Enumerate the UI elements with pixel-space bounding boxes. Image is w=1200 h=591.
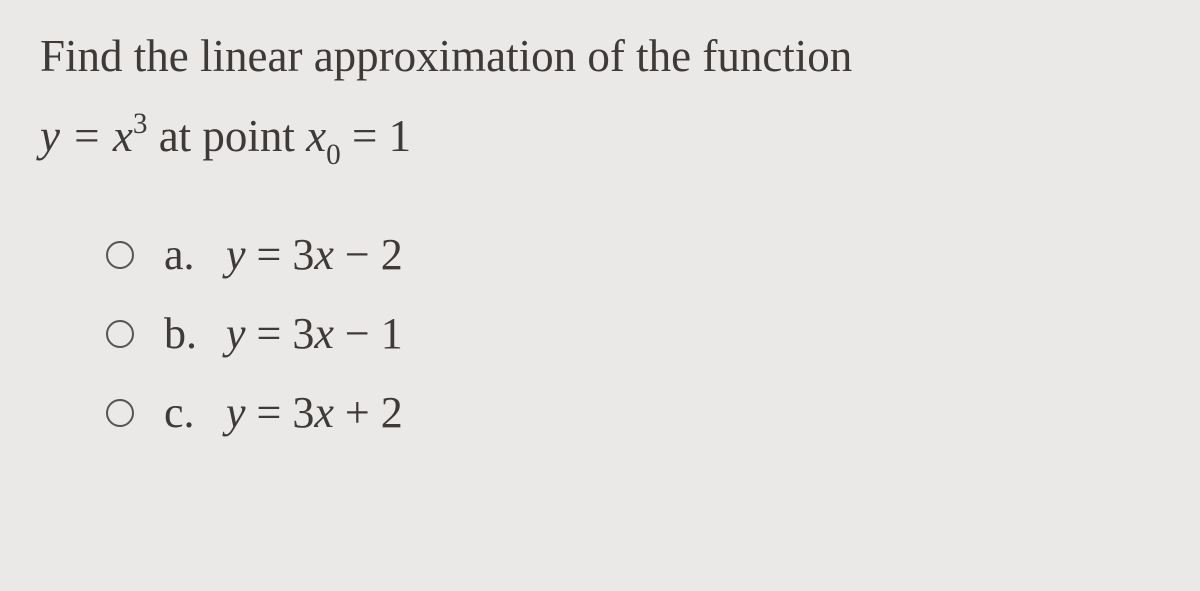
option-b[interactable]: b. y = 3x − 1	[106, 308, 1160, 359]
option-a-x: x	[314, 230, 334, 279]
radio-a[interactable]	[106, 241, 134, 269]
option-c-formula: y = 3x + 2	[226, 387, 403, 438]
question-suffix: = 1	[341, 111, 411, 161]
question-var-x: x	[306, 111, 326, 161]
question-subscript: 0	[326, 139, 341, 171]
option-b-eq: = 3	[246, 309, 315, 358]
question-line-2: y = x3 at point x0 = 1	[40, 110, 1160, 169]
option-a-formula: y = 3x − 2	[226, 229, 403, 280]
option-a-tail: − 2	[334, 230, 403, 279]
question-formula-y: y = x	[40, 111, 133, 161]
question-line-1: Find the linear approximation of the fun…	[40, 30, 1160, 82]
question-mid-text: at point	[147, 111, 306, 161]
option-b-formula: y = 3x − 1	[226, 308, 403, 359]
option-b-tail: − 1	[334, 309, 403, 358]
option-c-tail: + 2	[334, 388, 403, 437]
option-a[interactable]: a. y = 3x − 2	[106, 229, 1160, 280]
option-c-x: x	[314, 388, 334, 437]
option-c-letter: c.	[164, 387, 226, 438]
question-exponent: 3	[133, 108, 148, 140]
radio-b[interactable]	[106, 320, 134, 348]
options-container: a. y = 3x − 2 b. y = 3x − 1 c. y = 3x + …	[40, 229, 1160, 438]
option-a-y: y	[226, 230, 246, 279]
option-c-y: y	[226, 388, 246, 437]
option-c[interactable]: c. y = 3x + 2	[106, 387, 1160, 438]
option-b-y: y	[226, 309, 246, 358]
option-b-x: x	[314, 309, 334, 358]
option-c-eq: = 3	[246, 388, 315, 437]
option-a-eq: = 3	[246, 230, 315, 279]
option-b-letter: b.	[164, 308, 226, 359]
option-a-letter: a.	[164, 229, 226, 280]
radio-c[interactable]	[106, 399, 134, 427]
